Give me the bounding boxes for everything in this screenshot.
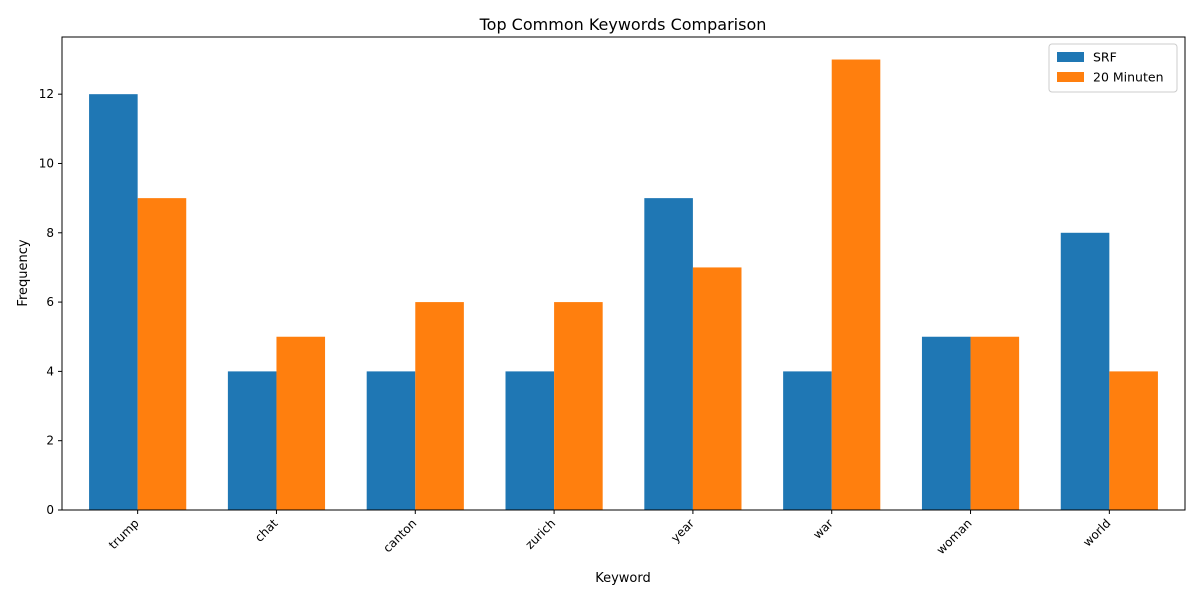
bar-srf-chat [227, 371, 277, 510]
legend-swatch-20-minuten [1057, 72, 1084, 82]
plot-area [61, 36, 1186, 511]
bar-srf-woman [921, 336, 971, 510]
y-tick-label: 10 [39, 156, 54, 170]
legend-label-srf: SRF [1093, 50, 1117, 65]
bar-srf-war [783, 371, 832, 510]
bar-20-minuten-zurich [554, 302, 603, 510]
y-tick-label: 2 [46, 434, 54, 448]
legend-label-20-minuten: 20 Minuten [1093, 70, 1164, 85]
y-tick-label: 0 [46, 503, 54, 517]
chart-title: Top Common Keywords Comparison [479, 15, 767, 34]
y-axis-label: Frequency [16, 239, 31, 306]
bar-20-minuten-war [831, 59, 881, 511]
bar-20-minuten-year [692, 267, 742, 510]
y-tick-label: 12 [39, 87, 54, 101]
y-axis: 0 2 4 6 8 10 12 [39, 87, 62, 517]
x-axis-label: Keyword [595, 571, 651, 586]
bar-20-minuten-trump [137, 198, 187, 510]
bar-20-minuten-woman [970, 336, 1020, 510]
bar-srf-year [644, 198, 693, 510]
bar-srf-zurich [505, 371, 555, 510]
y-tick-label: 8 [46, 226, 54, 240]
legend: SRF 20 Minuten [1048, 43, 1178, 93]
y-tick-label: 6 [46, 295, 54, 309]
bar-srf-canton [366, 371, 416, 510]
bar-20-minuten-chat [276, 336, 326, 510]
legend-swatch-srf [1057, 52, 1084, 62]
y-tick-label: 4 [46, 364, 54, 378]
axes-frame [61, 36, 1186, 511]
bar-srf-world [1060, 232, 1110, 511]
bar-20-minuten-world [1109, 371, 1158, 510]
bar-srf-trump [89, 94, 138, 510]
bar-20-minuten-canton [415, 302, 464, 510]
